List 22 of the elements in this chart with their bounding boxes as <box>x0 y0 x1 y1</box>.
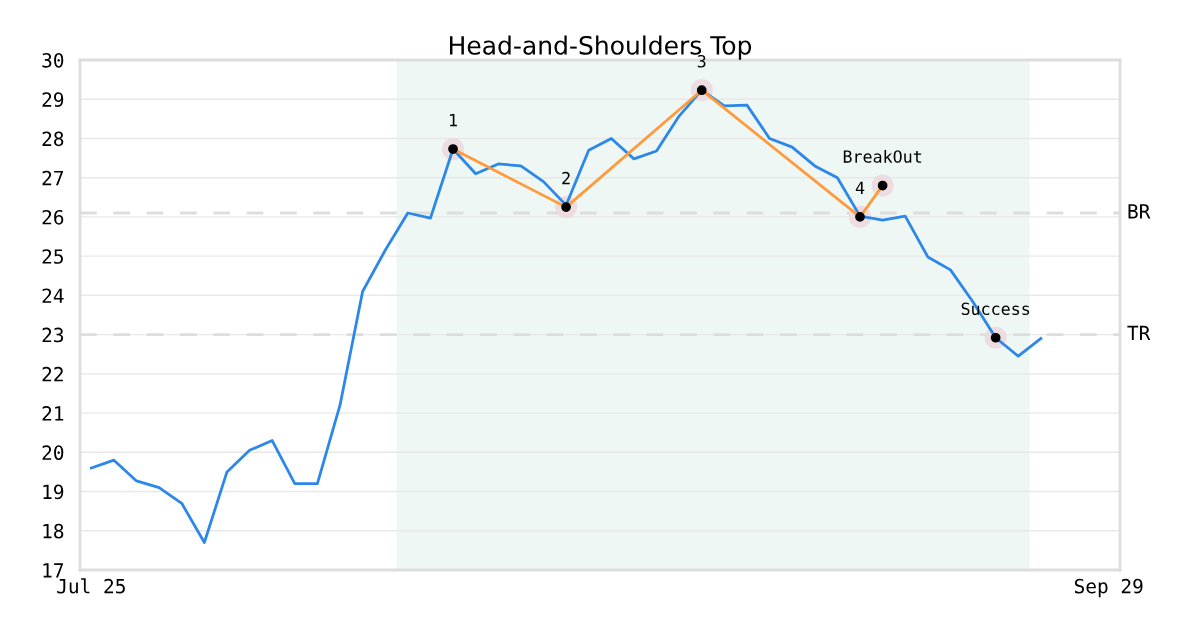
annotation: 1 <box>450 113 457 127</box>
y-tick-label: 21 <box>42 406 64 421</box>
y-tick-label: 29 <box>42 92 64 107</box>
y-tick-label: 24 <box>42 288 64 303</box>
y-tick-label: 18 <box>43 523 64 539</box>
x-tick-label: Jul 25 <box>57 578 125 594</box>
ref-line-label: TR <box>1127 325 1151 341</box>
y-tick-label: 17 <box>43 563 64 578</box>
x-tick-label: Sep 29 <box>1074 578 1143 598</box>
y-tick-label: 30 <box>42 53 64 68</box>
y-tick-label: 19 <box>43 484 64 500</box>
y-tick-label: 25 <box>42 249 63 264</box>
y-tick-label: 26 <box>42 209 64 225</box>
annotation: 4 <box>855 181 865 195</box>
y-tick-label: 23 <box>42 327 64 343</box>
annotation: 2 <box>562 171 570 185</box>
ref-line-label: BR <box>1128 204 1151 219</box>
y-tick-label: 28 <box>42 131 64 147</box>
y-tick-label: 22 <box>42 366 63 382</box>
y-tick-label: 20 <box>42 445 64 461</box>
annotation: BreakOut <box>843 149 922 163</box>
y-tick-label: 27 <box>42 170 64 186</box>
